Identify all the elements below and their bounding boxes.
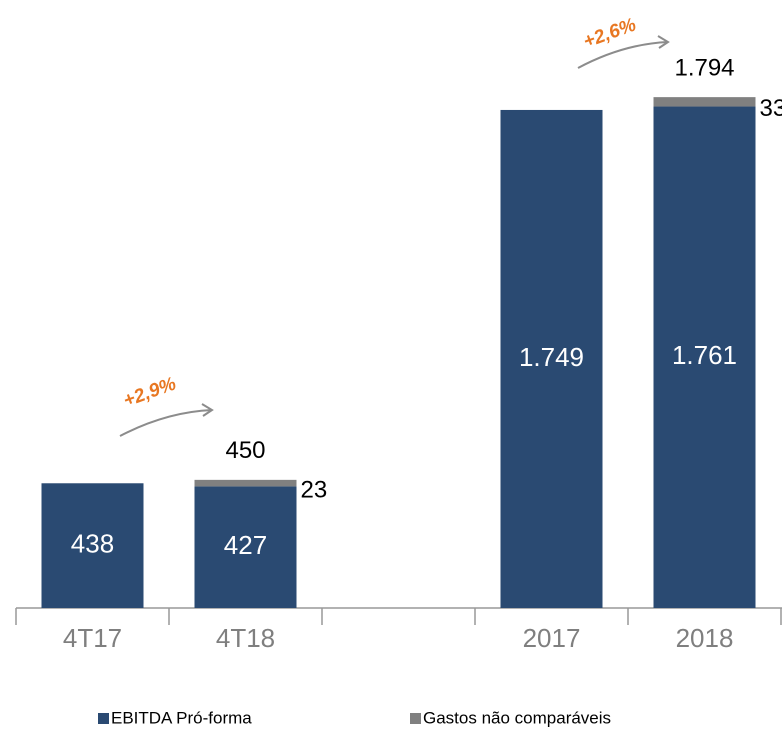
legend-swatch <box>98 713 109 724</box>
value-label: 1.749 <box>519 342 584 372</box>
total-label: 450 <box>225 437 265 464</box>
value-label: 438 <box>71 529 114 559</box>
bar-segment <box>194 486 297 608</box>
bar-segment <box>194 479 297 487</box>
growth-arrowhead <box>201 403 214 417</box>
legend-label: Gastos não comparáveis <box>423 708 611 727</box>
growth-arrowhead <box>657 35 670 49</box>
x-tick-label: 2017 <box>523 623 581 653</box>
bar-segment <box>500 109 603 609</box>
growth-annotation: +2,9% <box>121 373 179 411</box>
value-label: 23 <box>301 476 328 503</box>
legend-swatch <box>410 713 421 724</box>
bar-segment <box>653 106 756 608</box>
value-label: 1.761 <box>672 340 737 370</box>
x-tick-label: 4T18 <box>216 623 275 653</box>
x-tick-label: 2018 <box>676 623 734 653</box>
legend-label: EBITDA Pró-forma <box>111 708 252 727</box>
growth-arrow <box>577 41 669 69</box>
value-label: 427 <box>224 530 267 560</box>
value-label: 33 <box>760 95 782 122</box>
bar-segment <box>653 97 756 107</box>
growth-arrow <box>119 409 213 437</box>
x-tick-label: 4T17 <box>63 623 122 653</box>
bar-segment <box>41 483 144 608</box>
total-label: 1.794 <box>674 54 734 81</box>
